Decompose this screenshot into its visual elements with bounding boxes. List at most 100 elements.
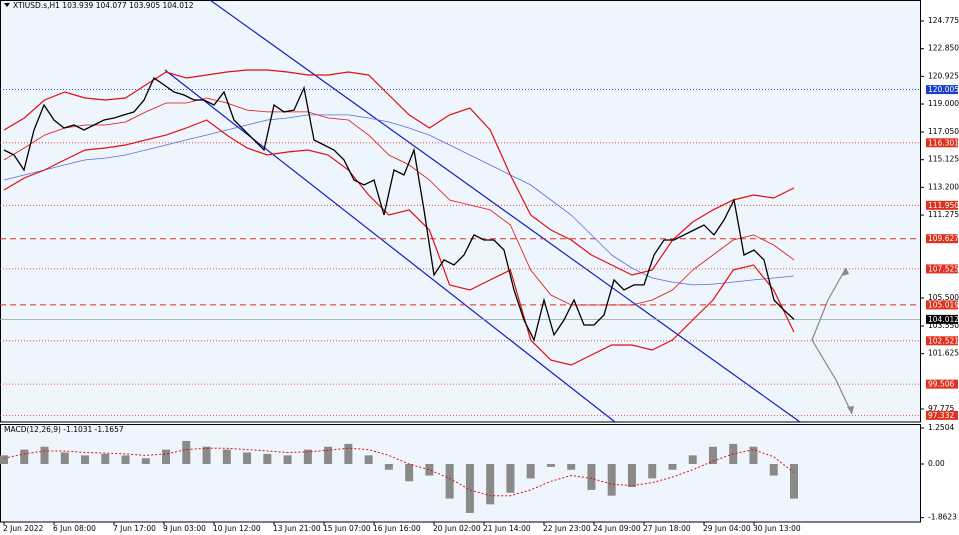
price-tag-label: 97.332 [928, 411, 954, 420]
price-tag-box [926, 200, 958, 210]
macd-bar [749, 446, 758, 465]
price-tag: 104.012 [926, 314, 959, 324]
forecast-arrow [811, 267, 847, 341]
price-tag: 116.301 [926, 138, 959, 148]
price-tag-box [926, 300, 958, 310]
macd-bar [425, 464, 434, 476]
macd-bar [162, 449, 171, 465]
macd-bar [40, 446, 49, 465]
price-tag-box [926, 85, 958, 95]
macd-bar [627, 464, 636, 488]
price-tag-label: 102.521 [928, 336, 959, 345]
macd-bar [648, 464, 657, 479]
y-tick-label: 120.925 [928, 71, 959, 80]
price-panel [0, 0, 920, 422]
macd-bar [668, 464, 677, 470]
x-tick-label: 24 Jun 09:00 [593, 524, 641, 533]
macd-bar [364, 455, 373, 465]
y-tick-label: 105.500 [928, 293, 959, 302]
price-tag: 107.525 [926, 264, 959, 274]
price-tag-label: 104.012 [928, 315, 959, 324]
x-tick-label: 22 Jun 23:00 [543, 524, 591, 533]
price-tag-box [926, 264, 958, 274]
channel-line [164, 69, 616, 423]
macd-bar [405, 464, 414, 482]
x-tick-label: 30 Jun 13:00 [753, 524, 801, 533]
macd-bar [465, 464, 474, 513]
y-tick-label: 0.00 [928, 459, 945, 468]
series-line [3, 97, 795, 306]
price-tag-box [926, 138, 958, 148]
arrow-head [842, 268, 849, 276]
macd-bar [567, 464, 576, 470]
x-tick-label: 13 Jun 21:00 [273, 524, 321, 533]
macd-bar [607, 464, 616, 496]
x-tick-label: 27 Jun 18:00 [643, 524, 691, 533]
macd-bar [0, 455, 8, 465]
macd-bar [688, 455, 697, 465]
price-tag: 120.005 [926, 85, 959, 95]
y-tick-label: 113.200 [928, 182, 959, 191]
macd-bar [283, 455, 292, 465]
channel-line [209, 0, 801, 423]
y-tick-label: 117.050 [928, 127, 959, 136]
macd-bar [384, 464, 393, 470]
y-tick-label: 97.775 [928, 404, 954, 413]
macd-bar [769, 464, 778, 476]
macd-bar [486, 464, 495, 505]
macd-panel [0, 424, 920, 522]
price-tag-label: 107.525 [928, 264, 959, 273]
series-line [3, 119, 795, 366]
x-tick-label: 6 Jun 08:00 [53, 524, 96, 533]
series-line [3, 69, 795, 276]
macd-bar [445, 464, 454, 499]
y-tick-label: 101.625 [928, 349, 959, 358]
macd-bar [506, 464, 515, 493]
series-line [3, 114, 795, 286]
macd-bar [202, 446, 211, 465]
x-tick-label: 21 Jun 14:00 [483, 524, 531, 533]
y-tick-label: 124.775 [928, 16, 959, 25]
price-tag-box [926, 314, 958, 324]
x-tick-label: 10 Jun 12:00 [213, 524, 261, 533]
price-tag: 105.019 [926, 300, 959, 310]
price-tag-box [926, 336, 958, 346]
macd-bar [324, 446, 333, 465]
macd-bar [303, 449, 312, 465]
macd-bar [526, 464, 535, 479]
macd-bar [182, 440, 191, 465]
arrow-head [847, 406, 854, 414]
y-tick-label: 1.2504 [928, 423, 954, 432]
macd-bar [20, 449, 29, 465]
y-tick-label: -1.8623 [928, 513, 957, 522]
macd-border [0, 424, 921, 523]
macd-bar [101, 453, 110, 465]
x-tick-label: 20 Jun 02:00 [433, 524, 481, 533]
macd-bar [81, 455, 90, 465]
price-border [0, 0, 921, 423]
signal-line [3, 447, 795, 497]
price-tag-box [926, 379, 958, 389]
price-tag: 109.627 [926, 234, 959, 244]
price-tag: 102.521 [926, 336, 959, 346]
macd-bar [243, 452, 252, 465]
macd-bar [708, 446, 717, 465]
price-tag-label: 120.005 [928, 85, 959, 94]
chart-title: XTIUSD.s,H1 103.939 104.077 103.905 104.… [13, 1, 194, 10]
price-tag-label: 105.019 [928, 300, 959, 309]
y-tick-label: 103.550 [928, 321, 959, 330]
x-tick-label: 15 Jun 07:00 [323, 524, 371, 533]
price-tag: 99.506 [926, 379, 958, 389]
macd-bar [546, 464, 555, 467]
x-tick-label: 9 Jun 03:00 [163, 524, 206, 533]
macd-bar [344, 443, 353, 465]
macd-bar [141, 458, 150, 465]
x-tick-label: 29 Jun 04:00 [703, 524, 751, 533]
macd-bar [263, 453, 272, 465]
y-tick-label: 119.000 [928, 99, 959, 108]
y-tick-label: 122.850 [928, 44, 959, 53]
forecast-arrow [811, 339, 853, 415]
price-tag-label: 116.301 [928, 138, 959, 147]
